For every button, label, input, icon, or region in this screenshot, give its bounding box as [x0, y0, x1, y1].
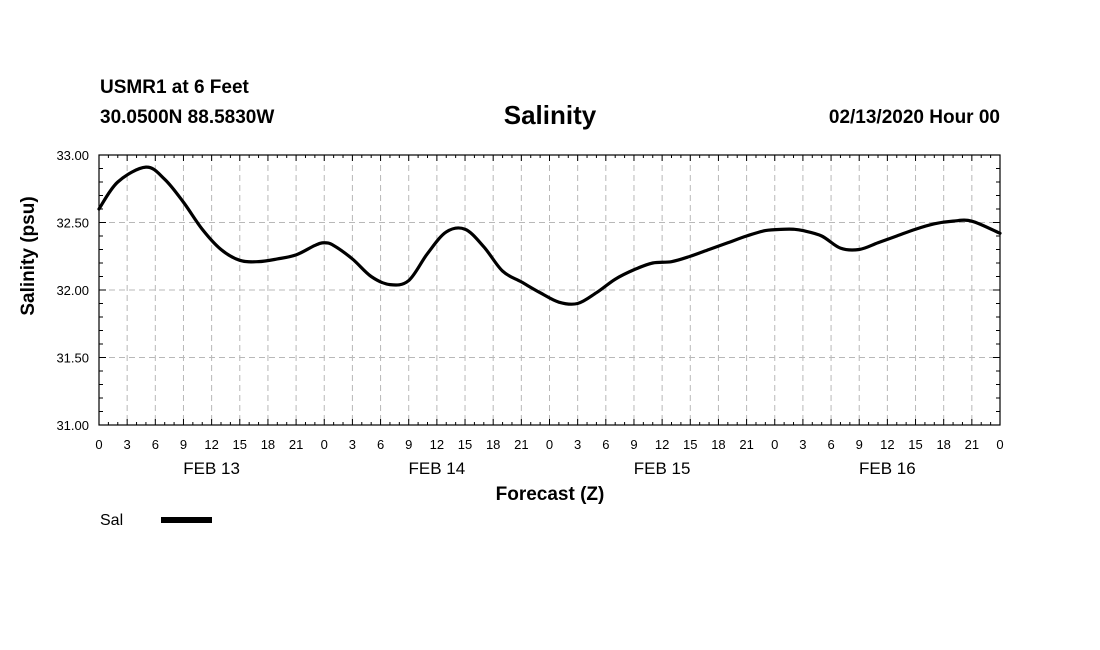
forecast-timestamp: 02/13/2020 Hour 00 [828, 107, 1000, 128]
axis-ticks [98, 154, 1001, 426]
y-tick-label: 33.00 [56, 148, 89, 163]
x-tick-label: 18 [936, 437, 950, 452]
x-tick-label: 6 [827, 437, 834, 452]
legend-label-sal: Sal [100, 512, 123, 529]
x-tick-label: 0 [95, 437, 102, 452]
x-tick-label: 12 [880, 437, 894, 452]
y-tick-label: 32.50 [56, 216, 89, 231]
x-tick-label: 21 [739, 437, 753, 452]
x-tick-label: 0 [321, 437, 328, 452]
x-tick-label: 9 [856, 437, 863, 452]
date-label: FEB 16 [859, 459, 916, 478]
x-tick-label: 0 [996, 437, 1003, 452]
x-tick-label: 12 [655, 437, 669, 452]
x-tick-label: 21 [514, 437, 528, 452]
x-tick-label: 12 [204, 437, 218, 452]
x-tick-label: 15 [458, 437, 472, 452]
x-tick-label: 6 [602, 437, 609, 452]
x-tick-label: 21 [965, 437, 979, 452]
x-tick-label: 6 [377, 437, 384, 452]
x-tick-label: 18 [711, 437, 725, 452]
x-tick-label: 15 [233, 437, 247, 452]
x-tick-label: 9 [180, 437, 187, 452]
axis-labels: 0 3 6 9 12 15 18 21 0 3 6 9 12 15 18 21 0 3 6 9 12 15 18 21 0 3 6 9… [56, 148, 1003, 478]
x-tick-label: 3 [799, 437, 806, 452]
legend: Sal [100, 512, 212, 529]
x-tick-label: 18 [486, 437, 500, 452]
x-tick-label: 3 [124, 437, 131, 452]
legend-swatch-sal [161, 517, 212, 523]
y-axis-title: Salinity (psu) [18, 196, 39, 315]
date-label: FEB 14 [409, 459, 466, 478]
x-tick-label: 3 [574, 437, 581, 452]
grid-lines [99, 155, 1000, 425]
y-tick-label: 31.00 [56, 418, 89, 433]
x-tick-label: 21 [289, 437, 303, 452]
x-axis-title: Forecast (Z) [496, 484, 605, 505]
coordinates-label: 30.0500N 88.5830W [100, 107, 275, 128]
x-tick-label: 9 [630, 437, 637, 452]
station-label: USMR1 at 6 Feet [100, 77, 249, 98]
x-tick-label: 3 [349, 437, 356, 452]
y-tick-label: 32.00 [56, 283, 89, 298]
x-tick-label: 12 [430, 437, 444, 452]
y-tick-label: 31.50 [56, 351, 89, 366]
x-tick-label: 6 [152, 437, 159, 452]
date-label: FEB 15 [634, 459, 691, 478]
x-tick-label: 15 [908, 437, 922, 452]
salinity-series-line [97, 165, 1002, 306]
date-label: FEB 13 [183, 459, 240, 478]
chart-title: Salinity [503, 100, 597, 130]
x-tick-label: 18 [261, 437, 275, 452]
x-tick-label: 15 [683, 437, 697, 452]
x-tick-label: 0 [771, 437, 778, 452]
x-tick-label: 0 [546, 437, 553, 452]
x-tick-label: 9 [405, 437, 412, 452]
